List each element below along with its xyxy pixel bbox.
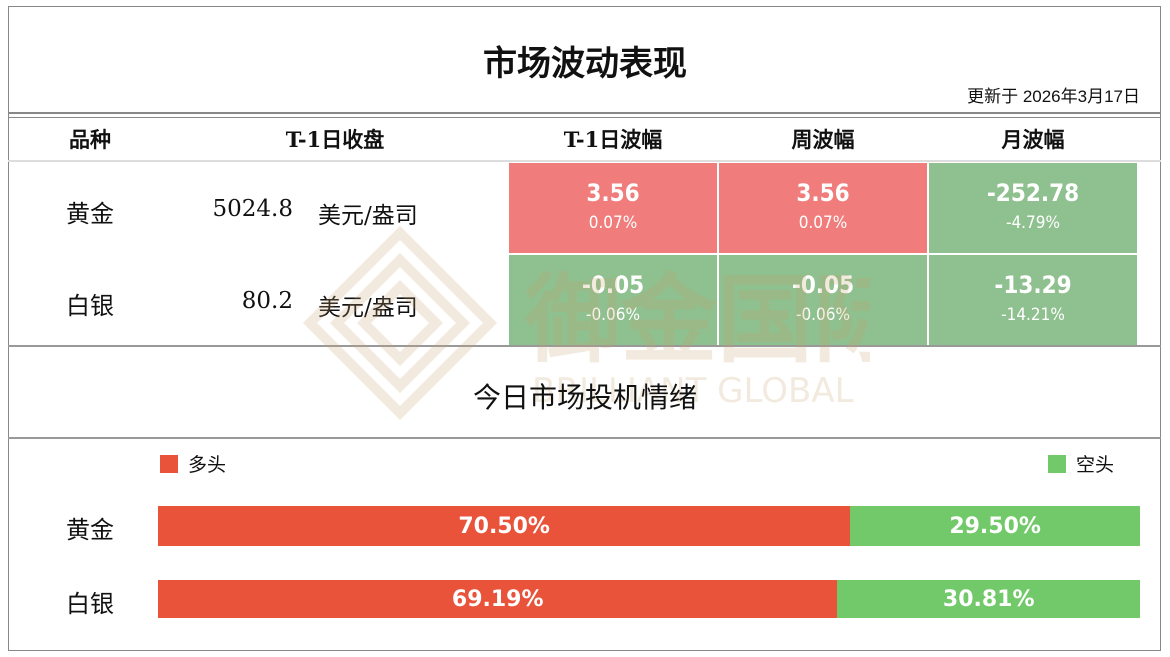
change-value: 3.56 [796,179,850,207]
change-percent: -4.79% [1005,213,1061,233]
divider [8,112,1161,118]
change-value: -252.78 [986,179,1080,207]
card-frame [8,6,1161,651]
sentiment-row-name: 白银 [66,590,114,618]
change-percent: -0.06% [795,305,851,325]
change-cell: -0.05 -0.06% [508,254,718,346]
close-price: 5024.8 [212,196,293,222]
change-value: -0.05 [791,271,855,299]
short-swatch [1048,454,1066,473]
row-name: 黄金 [66,200,114,228]
row-name: 白银 [66,292,114,320]
sentiment-row-name: 黄金 [66,516,114,544]
change-cell: -252.78 -4.79% [928,162,1138,254]
col-header-close: T-1日收盘 [285,127,385,152]
legend-long: 多头 [160,450,226,477]
short-segment: 29.50% [850,506,1140,546]
col-header-variety: 品种 [69,127,111,152]
change-value: 3.56 [586,179,640,207]
change-cell: 3.56 0.07% [508,162,718,254]
divider [8,345,1161,347]
long-segment: 70.50% [158,506,851,546]
close-price: 80.2 [241,288,293,314]
legend-long-label: 多头 [188,454,227,476]
legend-short-label: 空头 [1076,454,1115,476]
col-header-monthly: 月波幅 [1001,127,1065,152]
close-unit: 美元/盎司 [318,203,418,229]
short-segment: 30.81% [837,580,1140,618]
change-cell: 3.56 0.07% [718,162,928,254]
divider [8,160,1161,162]
legend-short: 空头 [1048,450,1114,477]
update-date: 更新于 2026年3月17日 [967,87,1140,106]
change-percent: -0.06% [585,305,641,325]
change-cell: -13.29 -14.21% [928,254,1138,346]
sentiment-bar: 70.50% 29.50% [158,506,1140,546]
change-value: -13.29 [994,271,1072,299]
long-swatch [160,454,178,473]
col-header-daily: T-1日波幅 [563,127,663,152]
change-cell: -0.05 -0.06% [718,254,928,346]
change-percent: 0.07% [798,213,848,233]
divider [8,437,1161,439]
sentiment-title: 今日市场投机情绪 [472,381,697,414]
close-unit: 美元/盎司 [318,295,418,321]
page-title: 市场波动表现 [483,44,687,84]
change-percent: 0.07% [588,213,638,233]
change-value: -0.05 [581,271,645,299]
col-header-weekly: 周波幅 [791,127,855,152]
sentiment-bar: 69.19% 30.81% [158,580,1140,618]
change-percent: -14.21% [1001,305,1065,325]
long-segment: 69.19% [158,580,838,618]
